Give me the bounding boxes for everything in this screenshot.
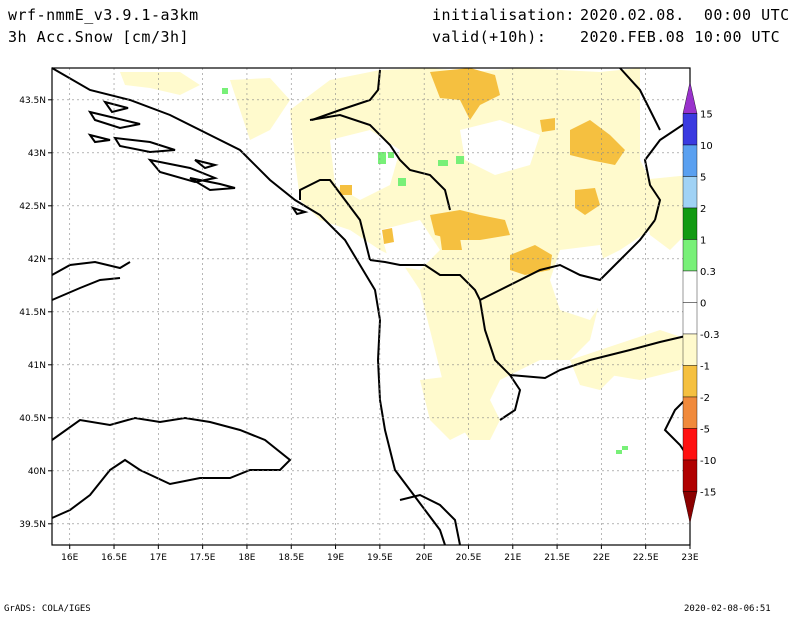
colorbar-segment	[682, 491, 698, 524]
snow-moderate-areas	[340, 68, 625, 275]
colorbar-label: 10	[700, 141, 713, 152]
colorbar-label: 0.3	[700, 267, 716, 278]
lon-tick-label: 19.5E	[367, 553, 393, 563]
lon-tick-label: 20E	[416, 553, 433, 563]
colorbar: 15 10 5 2 1 0.3 0 -0.3 -1 -2 -5 -10 -15	[682, 81, 720, 524]
colorbar-segment	[682, 239, 698, 272]
colorbar-segment	[682, 81, 698, 114]
colorbar-label: 0	[700, 299, 706, 310]
lon-tick-label: 21E	[504, 553, 521, 563]
valid-label: valid(+10h):	[432, 28, 547, 46]
footer-credit: GrADS: COLA/IGES	[4, 604, 91, 614]
coastlines-borders	[51, 67, 691, 546]
colorbar-segment	[682, 144, 698, 177]
colorbar-label: 5	[700, 173, 706, 184]
colorbar-segment	[682, 365, 698, 398]
lat-tick-label: 43.5N	[19, 96, 46, 106]
lon-tick-label: 21.5E	[544, 553, 570, 563]
lat-lon-grid	[52, 68, 691, 545]
latitude-ticks: 39.5N 40N 40.5N 41N 41.5N 42N 42.5N 43N 43.5N	[19, 96, 52, 530]
footer-timestamp: 2020-02-08-06:51	[684, 604, 771, 614]
field-title: 3h Acc.Snow [cm/3h]	[8, 28, 190, 46]
colorbar-segment	[682, 428, 698, 461]
lat-tick-label: 40.5N	[19, 414, 46, 424]
lat-tick-label: 43N	[28, 149, 46, 159]
snow-green-patches	[222, 88, 628, 454]
longitude-ticks: 16E 16.5E 17E 17.5E 18E 18.5E 19E 19.5E 20E 20.5E…	[61, 545, 699, 563]
colorbar-label: 2	[700, 204, 706, 215]
lat-tick-label: 41N	[28, 361, 46, 371]
lat-tick-label: 42N	[28, 255, 46, 265]
colorbar-segment	[682, 333, 698, 366]
colorbar-segment	[682, 176, 698, 209]
lon-tick-label: 19E	[327, 553, 344, 563]
lon-tick-label: 18E	[238, 553, 255, 563]
colorbar-label: -2	[700, 393, 710, 404]
lon-tick-label: 22E	[593, 553, 610, 563]
colorbar-segment	[682, 113, 698, 146]
colorbar-label: 15	[700, 110, 713, 121]
lat-tick-label: 41.5N	[19, 308, 46, 318]
colorbar-segment	[682, 207, 698, 240]
colorbar-label: 1	[700, 236, 706, 247]
lat-tick-label: 42.5N	[19, 202, 46, 212]
colorbar-label: -10	[700, 456, 716, 467]
lon-tick-label: 22.5E	[633, 553, 659, 563]
lat-tick-label: 39.5N	[19, 520, 46, 530]
colorbar-label: -0.3	[700, 330, 720, 341]
colorbar-segment	[682, 459, 698, 492]
valid-value: 2020.FEB.08 10:00 UTC	[580, 28, 781, 46]
lon-tick-label: 18.5E	[278, 553, 304, 563]
colorbar-segment	[682, 302, 698, 335]
lon-tick-label: 17E	[150, 553, 167, 563]
model-title: wrf-nmmE_v3.9.1-a3km	[8, 6, 199, 24]
lon-tick-label: 16.5E	[101, 553, 127, 563]
colorbar-segment	[682, 396, 698, 429]
lat-tick-label: 40N	[28, 467, 46, 477]
colorbar-label: -5	[700, 425, 710, 436]
lon-tick-label: 20.5E	[456, 553, 482, 563]
snow-free-gaps	[330, 120, 610, 320]
colorbar-label: -15	[700, 488, 716, 499]
lon-tick-label: 23E	[681, 553, 698, 563]
init-label: initialisation:	[432, 6, 575, 24]
colorbar-segment	[682, 270, 698, 303]
lon-tick-label: 17.5E	[190, 553, 216, 563]
init-value: 2020.02.08. 00:00 UTC	[580, 6, 790, 24]
colorbar-label: -1	[700, 362, 710, 373]
lon-tick-label: 16E	[61, 553, 78, 563]
plot-area	[51, 67, 691, 546]
